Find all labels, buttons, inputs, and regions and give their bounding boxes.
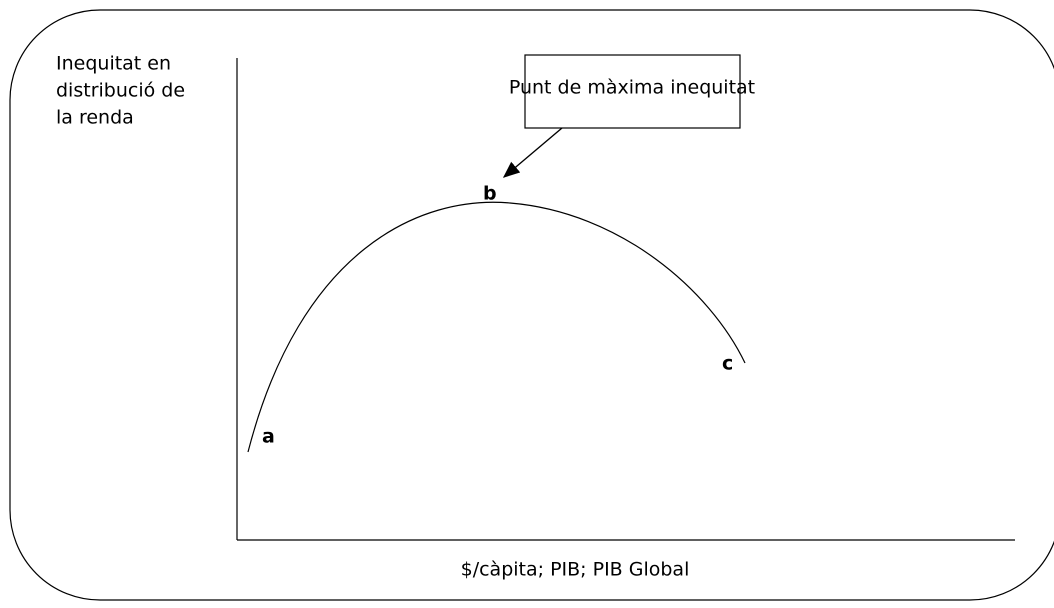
curve <box>247 201 746 453</box>
y-axis-label: Inequitat en <box>56 53 171 75</box>
y-axis-label: la renda <box>56 107 134 129</box>
y-axis-label: distribució de <box>56 80 185 102</box>
callout-text: Punt de màxima inequitat <box>509 77 755 99</box>
callout-arrow <box>502 127 563 178</box>
point-label: a <box>262 426 275 448</box>
point-label: c <box>722 353 733 375</box>
x-axis-label: $/càpita; PIB; PIB Global <box>461 559 690 581</box>
point-label: b <box>483 183 497 205</box>
frame <box>9 9 1054 601</box>
callout-box <box>524 54 741 129</box>
